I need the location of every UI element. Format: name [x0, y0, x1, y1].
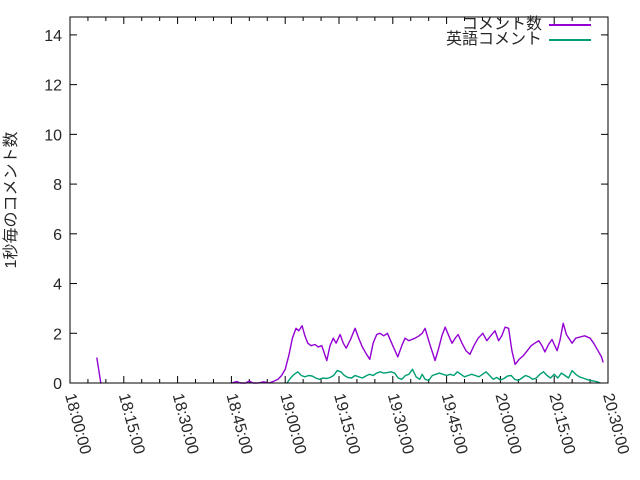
y-tick-label: 10 [44, 127, 62, 144]
series-line-0 [230, 322, 604, 384]
series-line-1 [286, 368, 601, 384]
legend: コメント数 英語コメント [445, 16, 591, 48]
x-tick-label: 20:30:00 [599, 392, 632, 457]
x-tick-label: 20:00:00 [492, 392, 525, 457]
x-tick-label: 19:00:00 [276, 392, 309, 457]
legend-row-comments: コメント数 [446, 16, 591, 33]
legend-line-english-comments-icon [549, 39, 591, 41]
y-axis-title: 1秒毎のコメント数 [2, 132, 20, 269]
legend-label-comments: コメント数 [461, 16, 542, 33]
x-tick-label: 19:45:00 [438, 392, 471, 457]
y-tick-label: 4 [53, 277, 62, 294]
x-tick-label: 18:00:00 [61, 392, 94, 457]
legend-row-english-comments: 英語コメント [445, 31, 591, 48]
legend-line-comments-icon [549, 24, 591, 26]
y-tick-labels: 0 2 4 6 8 10 12 14 [44, 28, 62, 393]
x-tick-label: 19:15:00 [330, 392, 363, 457]
y-tick-label: 8 [53, 177, 62, 194]
x-tick-label: 18:15:00 [115, 392, 148, 457]
y-tick-label: 12 [44, 78, 62, 95]
x-tick-label: 20:15:00 [545, 392, 578, 457]
y-tick-label: 6 [53, 227, 62, 244]
y-tick-label: 0 [53, 376, 62, 393]
y-tick-label: 2 [53, 326, 62, 343]
x-tick-labels: 18:00:00 18:15:00 18:30:00 18:45:00 19:00:00… [61, 392, 632, 457]
legend-label-english-comments: 英語コメント [445, 31, 542, 48]
series-line-0 [96, 357, 102, 384]
x-tick-label: 18:30:00 [169, 392, 202, 457]
axis-ticks [69, 17, 609, 384]
x-tick-label: 19:30:00 [384, 392, 417, 457]
series-lines [96, 322, 604, 384]
y-tick-label: 14 [44, 28, 62, 45]
plot-border [69, 16, 609, 384]
x-tick-label: 18:45:00 [223, 392, 256, 457]
